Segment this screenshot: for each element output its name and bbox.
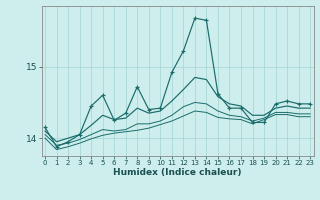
X-axis label: Humidex (Indice chaleur): Humidex (Indice chaleur) xyxy=(113,168,242,177)
